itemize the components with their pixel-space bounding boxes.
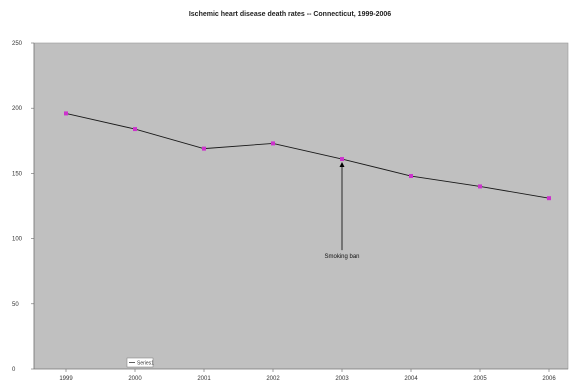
data-point bbox=[340, 157, 344, 162]
legend-entry: Series1 bbox=[137, 361, 154, 367]
annotation-layer: Smoking ban bbox=[324, 162, 360, 260]
legend: Series1 bbox=[126, 357, 154, 368]
annotation-arrowhead bbox=[339, 162, 345, 168]
x-tick-label: 2002 bbox=[266, 376, 280, 382]
x-tick-label: 2003 bbox=[335, 376, 349, 382]
y-tick-label: 150 bbox=[12, 171, 23, 177]
data-point bbox=[409, 174, 413, 179]
x-tick-label: 2001 bbox=[197, 376, 211, 382]
x-axis: 1999 2000 2001 2002 2003 2004 2005 2006 bbox=[34, 368, 568, 382]
x-tick-label: 2004 bbox=[404, 376, 418, 382]
x-tick-label: 2005 bbox=[473, 376, 487, 382]
data-point bbox=[547, 196, 551, 201]
data-point bbox=[202, 146, 206, 151]
x-tick-label: 2006 bbox=[542, 376, 556, 382]
y-tick-label: 250 bbox=[12, 41, 23, 47]
y-tick-label: 200 bbox=[12, 106, 23, 112]
y-tick-label: 0 bbox=[12, 367, 16, 373]
y-axis: 0 50 100 150 200 250 bbox=[12, 41, 35, 373]
series-layer bbox=[64, 111, 551, 201]
series-line bbox=[65, 112, 550, 199]
chart-title: Ischemic heart disease death rates -- Co… bbox=[189, 11, 391, 18]
data-point bbox=[271, 141, 275, 146]
annotation-label: Smoking ban bbox=[324, 254, 359, 260]
data-point bbox=[133, 127, 137, 132]
data-point bbox=[64, 111, 68, 116]
y-tick-label: 100 bbox=[12, 237, 23, 243]
legend-box bbox=[126, 357, 154, 368]
data-point bbox=[478, 184, 482, 189]
plot-area bbox=[33, 42, 569, 370]
y-tick-label: 50 bbox=[12, 302, 19, 308]
x-tick-label: 1999 bbox=[59, 376, 73, 382]
x-tick-label: 2000 bbox=[128, 376, 142, 382]
